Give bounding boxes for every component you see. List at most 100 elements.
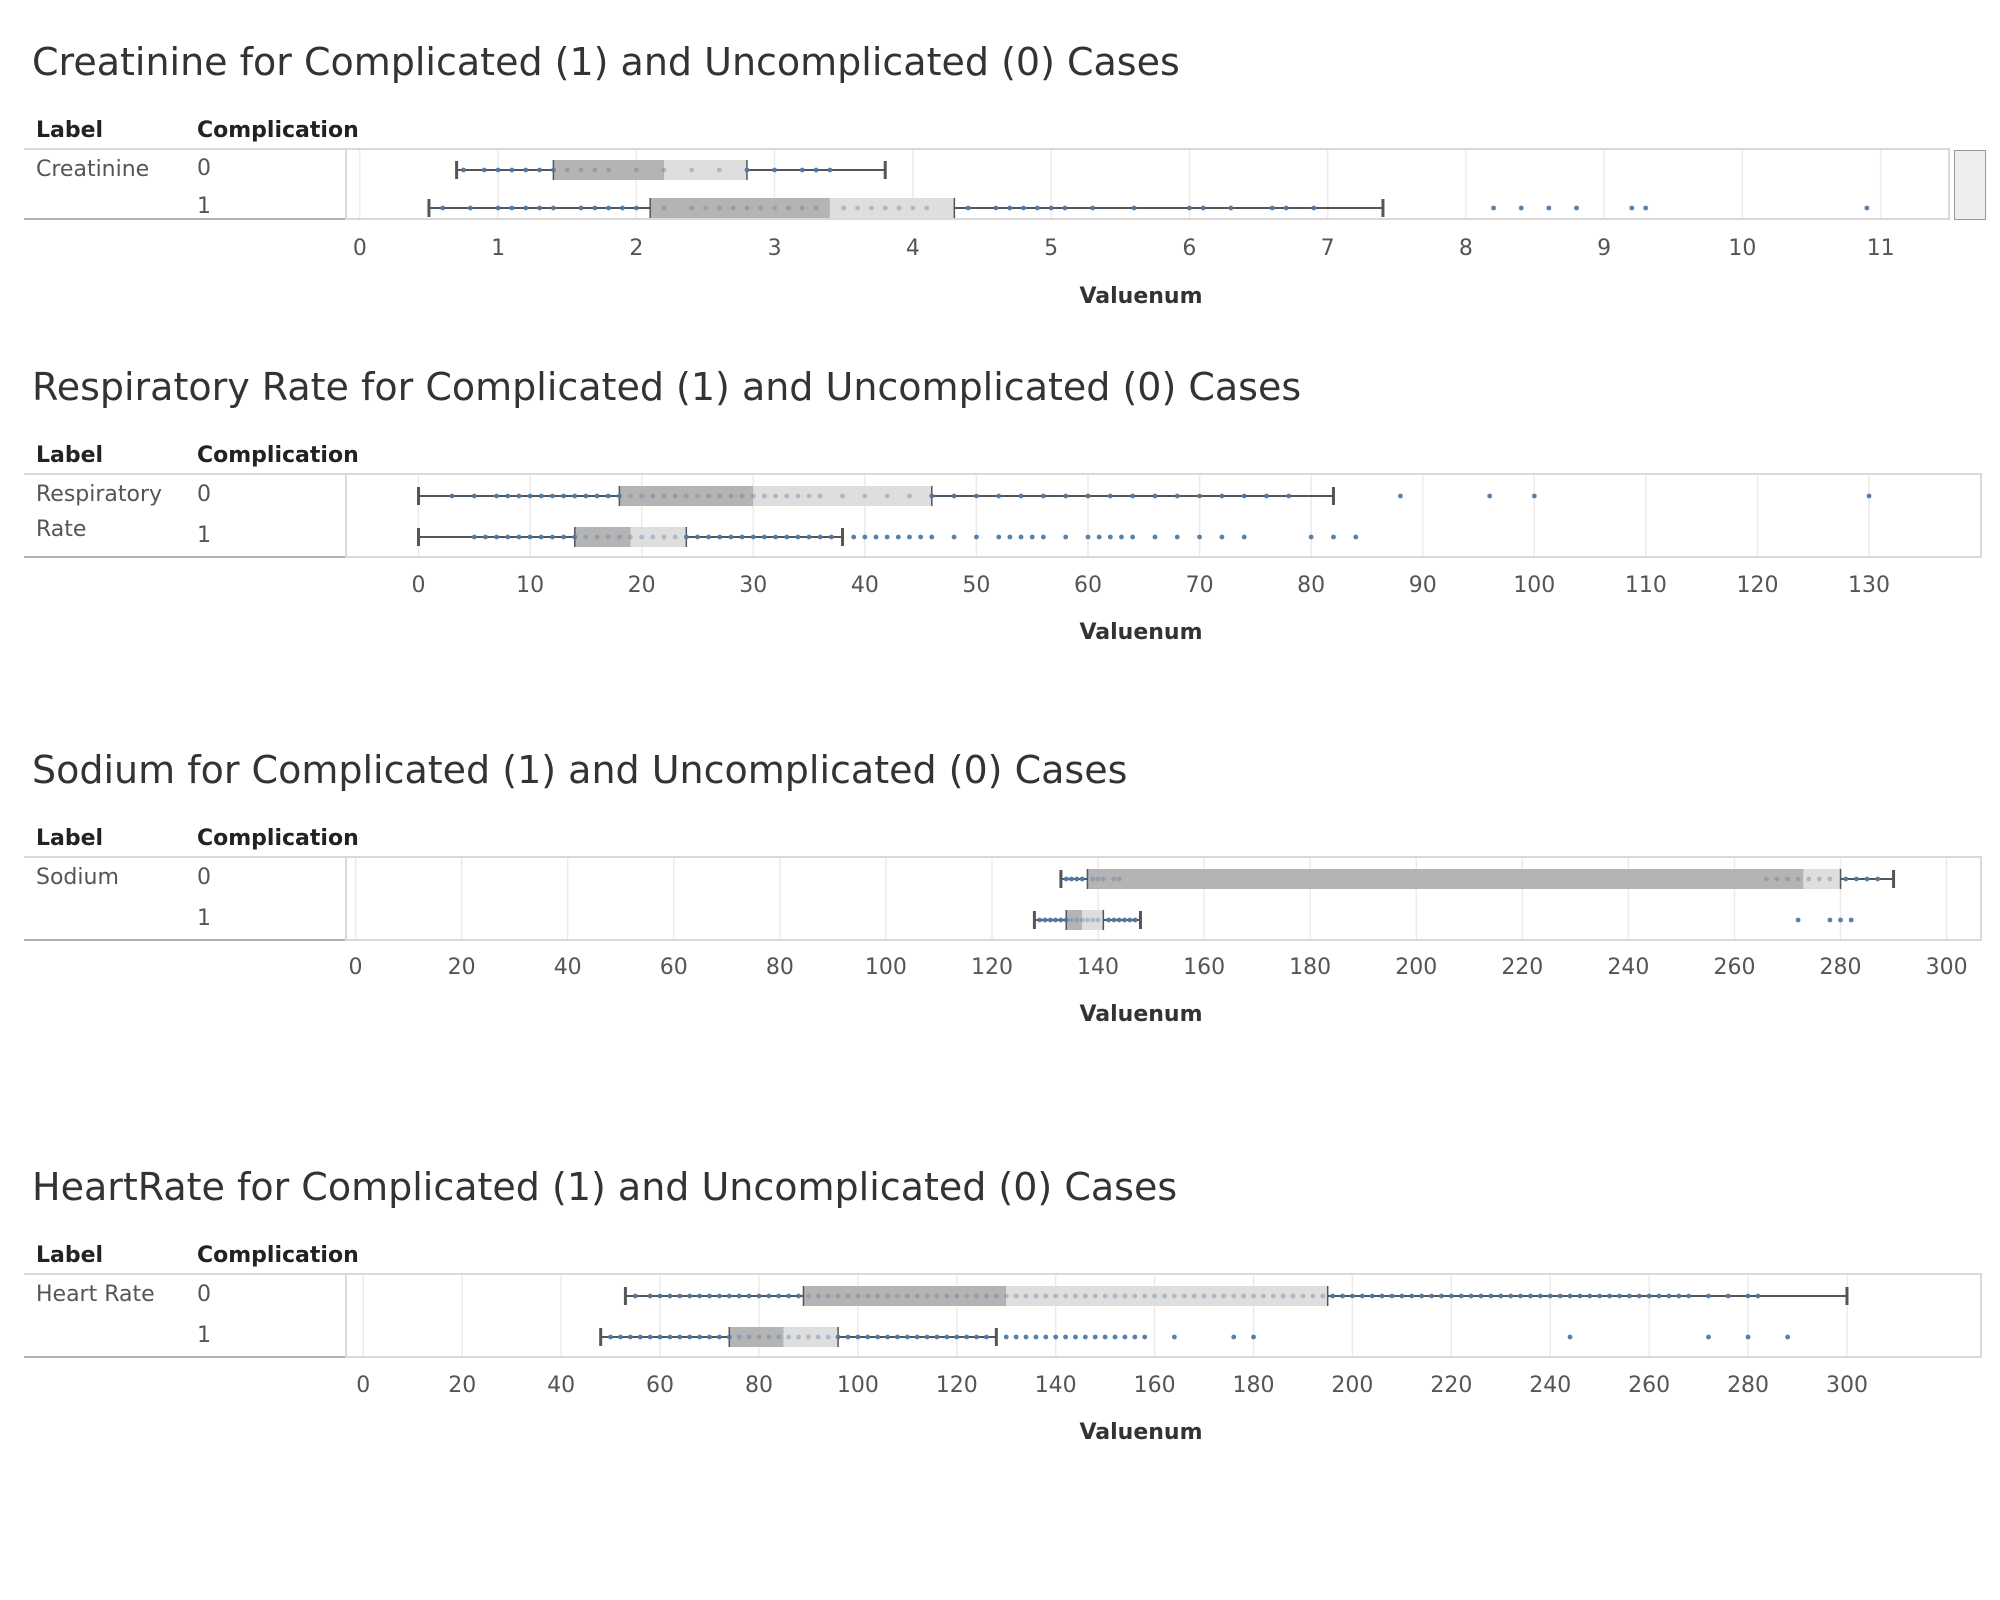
x-axis-title: Valuenum [1079,284,1203,309]
data-point [1379,1293,1385,1299]
data-point [1531,493,1537,499]
data-point [875,1334,881,1340]
x-tick-label: 40 [850,573,879,598]
data-point [964,1293,970,1299]
data-point [550,493,555,499]
data-point [661,534,667,540]
data-point [1409,1293,1415,1299]
scrollbar[interactable] [1954,150,1986,220]
data-point [1498,1293,1504,1299]
data-point [608,1334,613,1340]
data-point [561,493,566,499]
data-point [1063,917,1069,923]
box-upper-half [664,160,747,180]
data-point [1398,493,1403,499]
data-point [1200,205,1206,211]
x-tick-label: 9 [1597,236,1612,261]
x-tick-label: 100 [836,1373,879,1398]
data-point [550,205,556,211]
data-point [1043,1334,1049,1340]
data-point [647,1293,653,1299]
x-tick-label: 30 [739,573,768,598]
data-point [667,1293,673,1299]
row-label: Sodium [36,865,119,890]
data-point [706,534,712,540]
data-point [1448,1293,1454,1299]
data-point [862,493,868,499]
data-point [728,534,734,540]
box-lower-half [1087,869,1804,889]
data-point [806,493,812,499]
data-point [578,167,584,173]
data-point [1827,876,1833,882]
data-point [954,1334,960,1340]
data-point [1458,1293,1464,1299]
data-point [706,493,712,499]
data-point [550,167,556,173]
data-point [1211,1293,1217,1299]
data-point [1073,1334,1078,1340]
data-point [616,493,622,499]
data-point [835,1334,841,1340]
data-point [1310,1293,1316,1299]
x-tick-label: 7 [1320,236,1335,261]
data-point [984,1334,989,1340]
data-point [1107,534,1113,540]
data-point [695,493,700,499]
data-point [1228,205,1234,211]
x-tick-label: 200 [1395,955,1438,980]
x-tick-label: 20 [447,955,476,980]
data-point [766,1293,772,1299]
label-column-header: Label [36,826,104,851]
x-tick-label: 240 [1607,955,1650,980]
data-point [845,1334,851,1340]
data-point [1706,1334,1711,1340]
data-point [868,205,874,211]
x-tick-label: 260 [1628,1373,1671,1398]
data-point [1261,1293,1266,1299]
data-point [1241,1293,1247,1299]
data-point [683,493,689,499]
data-point [1142,1334,1148,1340]
data-point [494,534,500,540]
data-point [772,167,778,173]
data-point [1369,1293,1375,1299]
x-axis-title: Valuenum [1079,1002,1203,1027]
box-lower-half [553,160,664,180]
data-point [1864,876,1870,882]
data-point [776,1293,782,1299]
data-point [1389,1293,1395,1299]
data-point [687,1293,693,1299]
data-point [1043,1293,1049,1299]
data-point [835,1293,841,1299]
x-tick-label: 60 [646,1373,675,1398]
data-point [689,167,695,173]
data-point [1042,917,1048,923]
data-point [736,1334,742,1340]
complication-column-header: Complication [197,118,359,143]
data-point [907,534,912,540]
data-point [776,1334,782,1340]
data-point [855,1293,861,1299]
data-point [756,1293,762,1299]
data-point [1567,1334,1573,1340]
data-point [1191,1293,1197,1299]
data-point [1152,534,1158,540]
complication-value: 1 [197,906,211,931]
x-tick-label: 140 [1034,1373,1077,1398]
data-point [687,1334,693,1340]
data-point [1419,1293,1425,1299]
x-tick-label: 70 [1185,573,1214,598]
data-point [716,205,722,211]
data-point [583,534,589,540]
data-point [795,493,801,499]
data-point [884,493,890,499]
data-point [1816,876,1822,882]
complication-value: 1 [197,1323,211,1348]
data-point [1320,1293,1326,1299]
x-tick-label: 120 [1736,573,1779,598]
data-point [633,205,639,211]
data-point [1231,1293,1237,1299]
